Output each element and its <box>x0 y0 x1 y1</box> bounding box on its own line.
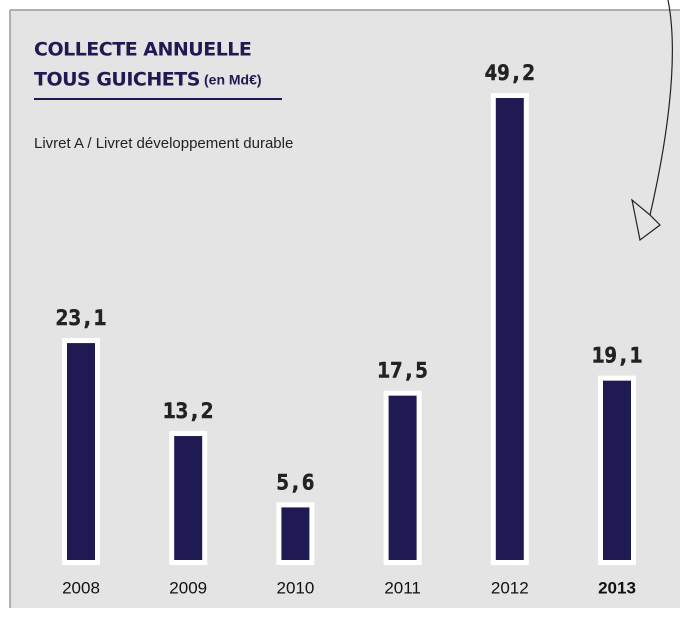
value-label: 13,2 <box>163 399 214 423</box>
x-tick-label: 2012 <box>491 578 529 597</box>
x-tick-label: 2011 <box>384 578 421 597</box>
bar <box>495 98 524 560</box>
bar <box>174 436 203 560</box>
title-note: (en Md€) <box>204 72 262 88</box>
value-label: 23,1 <box>56 306 107 330</box>
chart-title-line: TOUS GUICHETS <box>34 69 200 91</box>
x-tick-label: 2008 <box>62 578 100 597</box>
x-tick-label: 2010 <box>276 578 314 597</box>
bar <box>603 380 631 560</box>
value-label: 19,1 <box>592 344 643 368</box>
value-label: 49,2 <box>485 61 536 85</box>
chart-title-line: COLLECTE ANNUELLE <box>34 39 251 61</box>
decoration <box>631 0 673 242</box>
value-label: 17,5 <box>377 359 428 383</box>
panel <box>10 10 680 608</box>
bar <box>388 395 417 560</box>
bar <box>281 507 310 560</box>
bar <box>67 343 95 560</box>
value-label: 5,6 <box>276 470 314 494</box>
x-tick-label: 2009 <box>169 578 207 597</box>
chart-subtitle: Livret A / Livret développement durable <box>34 135 293 152</box>
x-tick-label: 2013 <box>598 578 636 597</box>
